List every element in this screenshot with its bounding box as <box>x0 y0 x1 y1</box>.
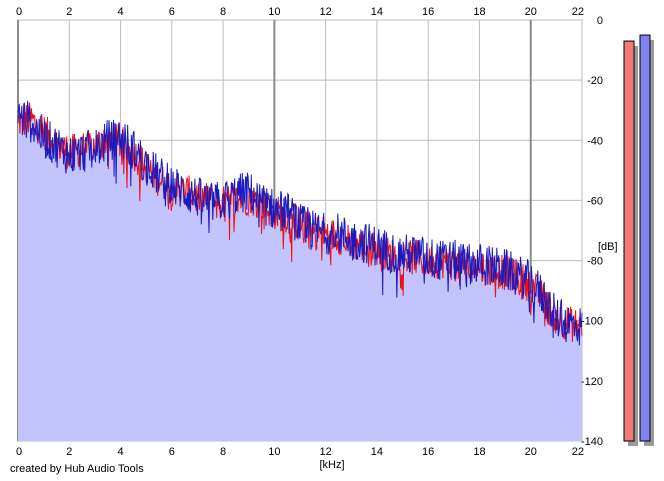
x-tick-label: 0 <box>16 446 22 458</box>
y-tick-label: -120 <box>581 376 603 388</box>
x-tick-label: 6 <box>169 446 175 458</box>
blue-series-line <box>17 100 583 346</box>
x-tick-label: 22 <box>572 446 584 458</box>
y-tick-label: -40 <box>587 135 603 147</box>
x-tick-label: 8 <box>220 6 226 18</box>
x-tick-label: 4 <box>117 6 123 18</box>
x-tick-label: 4 <box>117 446 123 458</box>
x-tick-label: 14 <box>371 446 383 458</box>
y-tick-label: -100 <box>581 316 603 328</box>
x-tick-label: 2 <box>66 6 72 18</box>
x-tick-label: 10 <box>268 446 280 458</box>
x-tick-label: 20 <box>525 446 537 458</box>
x-tick-label: 8 <box>220 446 226 458</box>
x-tick-label: 10 <box>268 6 280 18</box>
x-tick-label: 18 <box>473 446 485 458</box>
y-tick-label: -80 <box>587 256 603 268</box>
y-tick-label: -20 <box>587 75 603 87</box>
y-tick-labels: 0 -20 -40 -60 -80 -100 -120 -140 <box>581 15 603 448</box>
x-tick-label: 2 <box>66 446 72 458</box>
x-tick-label: 14 <box>371 6 383 18</box>
x-tick-label: 22 <box>572 6 584 18</box>
y-axis-unit-label: [dB] <box>598 241 618 253</box>
x-axis-unit-label: [kHz] <box>319 459 344 471</box>
x-tick-labels-bottom: 0 2 4 6 8 10 12 14 16 18 20 22 <box>16 446 584 458</box>
x-tick-label: 0 <box>16 6 22 18</box>
level-meters <box>623 34 654 447</box>
level-meter-bar <box>639 34 651 442</box>
x-tick-label: 16 <box>422 6 434 18</box>
y-tick-label: -140 <box>581 436 603 448</box>
level-meter-bar <box>623 40 635 442</box>
x-tick-label: 6 <box>169 6 175 18</box>
x-tick-label: 12 <box>320 6 332 18</box>
credit-text: created by Hub Audio Tools <box>10 463 144 475</box>
x-tick-label: 20 <box>525 6 537 18</box>
x-tick-label: 16 <box>422 446 434 458</box>
x-tick-label: 18 <box>473 6 485 18</box>
x-tick-labels-top: 0 2 4 6 8 10 12 14 16 18 20 22 <box>16 6 584 18</box>
y-tick-label: -60 <box>587 195 603 207</box>
x-tick-label: 12 <box>320 446 332 458</box>
y-tick-label: 0 <box>597 15 603 27</box>
